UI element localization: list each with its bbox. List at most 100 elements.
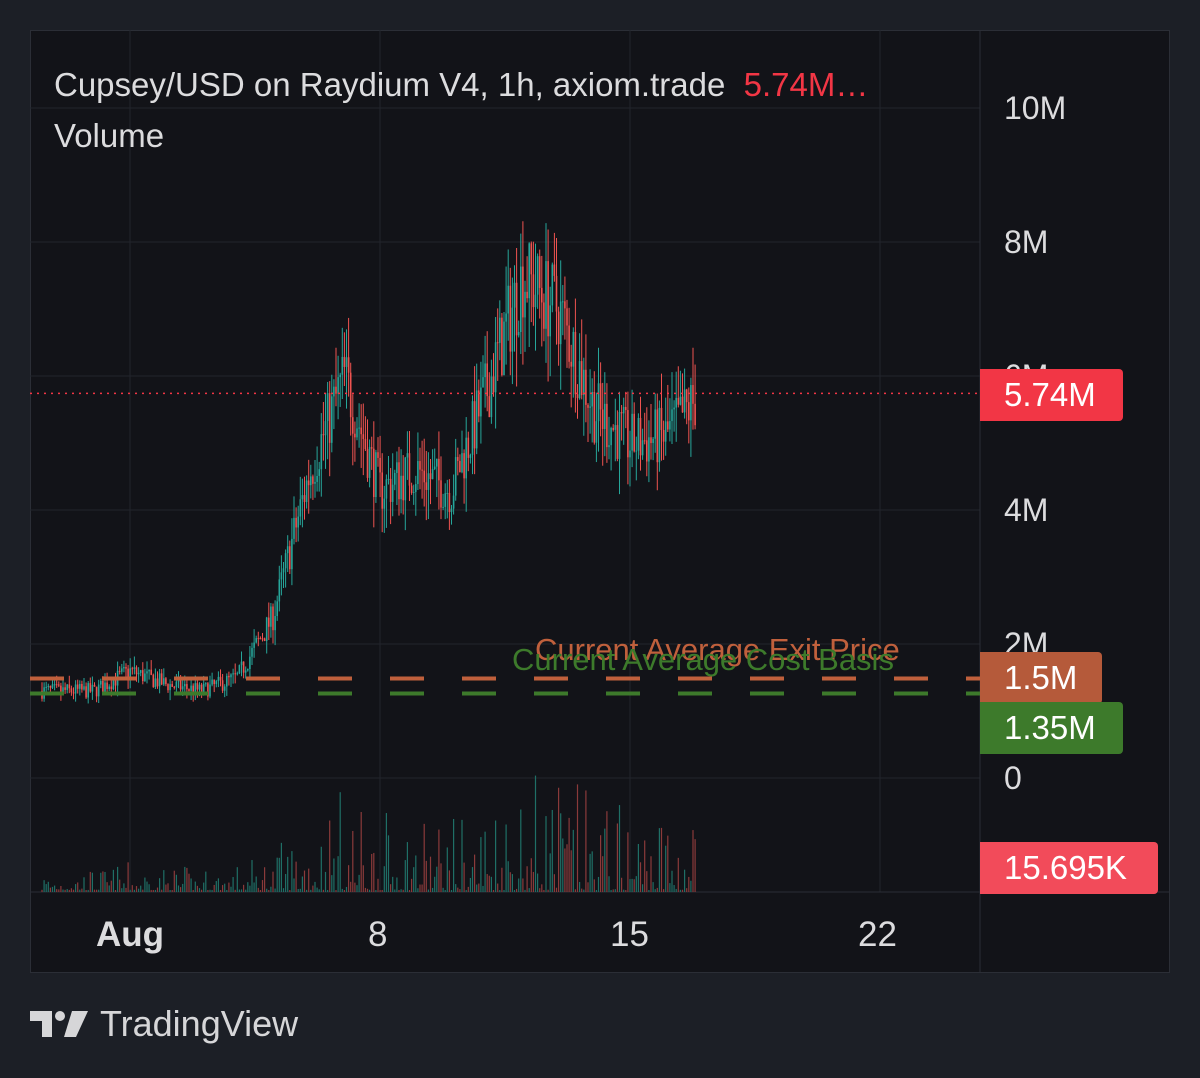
candle-body: [583, 369, 585, 396]
volume-bar: [597, 876, 600, 892]
candle-body: [244, 670, 247, 673]
volume-bar: [238, 889, 240, 892]
candle-body: [95, 686, 98, 697]
volume-bar: [646, 871, 648, 892]
volume-bar: [690, 880, 692, 892]
volume-bar: [654, 889, 656, 892]
candle-body: [549, 305, 551, 337]
candle-body: [45, 686, 47, 688]
volume-bar: [490, 876, 492, 892]
candle-body: [387, 478, 390, 480]
candle-body: [81, 684, 83, 690]
volume-bar: [343, 889, 345, 892]
candle-body: [454, 457, 457, 496]
legend-last-value: 5.74M…: [743, 66, 869, 103]
candle-body: [83, 686, 85, 690]
candle-body: [68, 684, 71, 689]
candle-body: [144, 673, 146, 682]
volume-bar: [87, 889, 89, 892]
candle-body: [100, 680, 102, 685]
candle-body: [137, 672, 140, 675]
candle-body: [85, 686, 87, 698]
candle-body: [364, 438, 367, 450]
candle-body: [64, 687, 66, 690]
volume-bar: [639, 862, 642, 892]
candle-body: [555, 275, 558, 312]
volume-bar: [478, 883, 480, 892]
candle-body: [341, 356, 344, 375]
candle-body: [690, 385, 692, 421]
candle-body: [570, 361, 572, 367]
candle-body: [198, 684, 201, 690]
volume-bar: [375, 889, 377, 892]
candle-body: [574, 331, 577, 395]
candle-body: [385, 479, 388, 499]
candle-body: [236, 673, 239, 675]
candle-body: [154, 678, 157, 687]
volume-bar: [96, 889, 98, 892]
volume-bar: [581, 888, 583, 892]
candle-body: [102, 680, 104, 693]
candle-body: [660, 407, 663, 430]
volume-bar: [400, 889, 402, 892]
volume-bar: [171, 890, 173, 892]
volume-bar: [476, 884, 478, 892]
volume-bar: [49, 887, 51, 892]
volume-bar: [54, 885, 56, 892]
volume-bar: [253, 882, 255, 892]
candle-body: [316, 475, 318, 482]
volume-bar: [45, 884, 47, 892]
volume-bar: [618, 805, 621, 892]
volume-bar: [331, 875, 333, 892]
candle-body: [595, 421, 598, 443]
time-axis-label: 22: [858, 915, 897, 954]
volume-bar: [604, 828, 606, 892]
candle-body: [379, 457, 381, 473]
candle-body: [515, 282, 518, 336]
volume-bar: [75, 884, 77, 892]
volume-bar: [614, 889, 616, 892]
candle-body: [215, 681, 218, 685]
volume-bar: [352, 830, 354, 892]
volume-bar: [47, 881, 49, 892]
volume-bar: [182, 883, 184, 892]
candle-body: [499, 317, 501, 343]
candle-body: [377, 452, 379, 458]
candle-body: [438, 458, 440, 481]
volume-bar: [93, 889, 96, 892]
candle-body: [530, 243, 533, 275]
volume-bar: [387, 835, 390, 892]
volume-bar: [190, 878, 192, 892]
candle-body: [242, 661, 245, 673]
volume-bar: [585, 790, 587, 892]
volume-bar: [608, 876, 610, 892]
volume-bar: [549, 853, 551, 892]
volume-bar: [432, 887, 434, 892]
candle-body: [251, 647, 253, 657]
volume-bar: [623, 889, 625, 892]
candle-body: [606, 403, 608, 448]
chart-canvas[interactable]: [0, 0, 1200, 1000]
candle-body: [473, 401, 476, 449]
volume-bar: [89, 871, 91, 892]
candle-body: [255, 638, 257, 643]
volume-bar: [377, 878, 379, 892]
volume-bar: [469, 877, 471, 892]
volume-bar: [264, 867, 266, 892]
candle-body: [513, 282, 516, 308]
volume-bar: [177, 885, 180, 892]
candle-body: [303, 495, 306, 502]
tradingview-logo[interactable]: TradingView: [30, 1003, 298, 1045]
volume-bar: [232, 877, 234, 892]
exit-price-line-label: Current Average Exit Price: [535, 632, 900, 667]
volume-bar: [543, 889, 545, 892]
exit-price-badge: 1.5M: [980, 652, 1102, 704]
volume-bar: [106, 882, 108, 892]
volume-bar: [463, 862, 465, 892]
volume-bar: [358, 874, 360, 892]
volume-bar: [537, 873, 539, 892]
candle-body: [282, 568, 285, 573]
candle-body: [230, 674, 232, 678]
volume-bar: [240, 889, 243, 892]
candle-body: [265, 617, 268, 642]
